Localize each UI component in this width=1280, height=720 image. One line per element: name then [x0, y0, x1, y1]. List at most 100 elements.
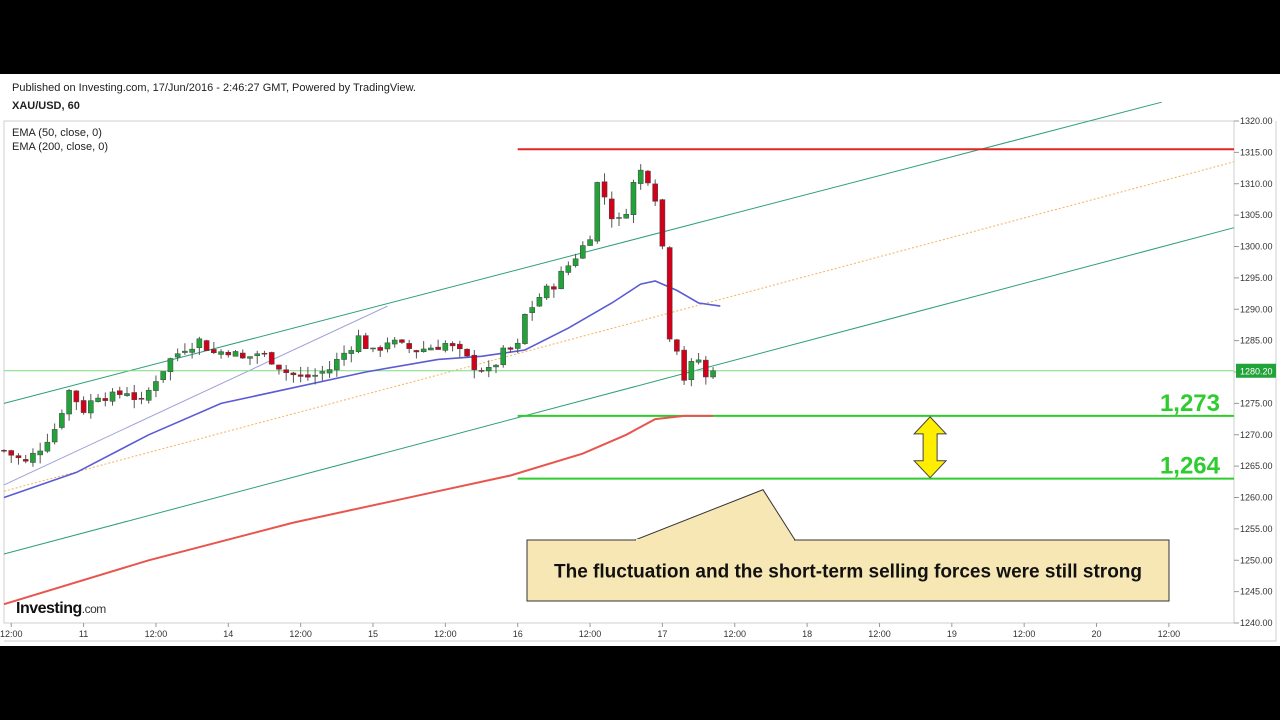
ytick-label: 1300.00 [1240, 242, 1273, 252]
candle-body [290, 372, 297, 376]
ytick-label: 1270.00 [1240, 430, 1273, 440]
channel-lower-line [3, 227, 1235, 555]
candle-body [558, 270, 564, 290]
candle-body [580, 245, 586, 259]
candle-body [587, 239, 593, 246]
range-double-arrow [912, 416, 948, 479]
candle-body [30, 452, 36, 463]
candle-body [189, 348, 195, 353]
candle-body [109, 391, 116, 402]
candle-body [131, 392, 138, 400]
candle-body [182, 350, 188, 353]
xtick-label: 19 [947, 629, 957, 639]
candle-body [254, 353, 261, 356]
last-price-tag [1236, 363, 1276, 378]
level-label-1264: 1,264 [1160, 453, 1221, 480]
candle-body [449, 343, 456, 347]
candle-body [276, 364, 282, 370]
ytick-label: 1275.00 [1240, 398, 1273, 408]
candle-body [384, 342, 391, 350]
symbol-label: XAU/USD, 60 [12, 100, 80, 112]
xtick-label: 12:00 [145, 629, 168, 639]
callout-pointer [634, 489, 796, 541]
candle-body [623, 214, 630, 219]
xtick-label: 16 [513, 629, 523, 639]
candle-body [391, 339, 398, 345]
candle-body [37, 450, 43, 456]
candle-body [543, 285, 550, 299]
candle-body [196, 338, 203, 348]
candle-body [355, 335, 362, 352]
candle-body [326, 369, 333, 374]
channel-middle-line [3, 161, 1235, 492]
candle-body [312, 374, 318, 377]
ytick-label: 1290.00 [1240, 304, 1273, 314]
candle-body [674, 339, 680, 352]
candle-body [572, 258, 579, 266]
candle-body [703, 359, 709, 378]
candle-body [536, 297, 543, 307]
candle-body [522, 314, 528, 344]
candle-body [145, 389, 152, 401]
candle-body [659, 199, 666, 247]
candle-body [22, 459, 29, 462]
candle-body [247, 356, 253, 359]
candle-body [630, 182, 637, 216]
candle-body [645, 170, 651, 184]
candle-body [710, 370, 716, 378]
legend-entry: EMA (50, close, 0) [12, 127, 102, 139]
xtick-label: 12:00 [868, 629, 891, 639]
ytick-label: 1260.00 [1240, 493, 1273, 503]
ytick-label: 1240.00 [1240, 618, 1273, 628]
candle-body [66, 390, 72, 415]
candle-body [51, 429, 58, 443]
ema50-line [3, 280, 721, 499]
candle-body [95, 397, 101, 402]
candle-body [399, 339, 405, 343]
candle-body [688, 361, 695, 380]
ytick-label: 1245.00 [1240, 587, 1273, 597]
candle-body [297, 374, 304, 377]
candle-body [174, 353, 181, 358]
ytick-label: 1255.00 [1240, 524, 1273, 534]
candle-body [362, 335, 369, 349]
xtick-label: 12:00 [579, 629, 602, 639]
candle-body [334, 359, 340, 371]
last-price-label: 1280.20 [1240, 367, 1273, 377]
candle-body [232, 351, 239, 357]
callout-box [526, 539, 1170, 602]
candle-body [529, 307, 535, 313]
ytick-label: 1250.00 [1240, 555, 1273, 565]
candle-body [471, 354, 478, 371]
candle-body [652, 183, 658, 202]
ytick-label: 1285.00 [1240, 336, 1273, 346]
candle-body [225, 351, 232, 356]
candle-body [420, 348, 427, 353]
price-chart[interactable]: 1240.00 1245.00 1250.00 1255.00 1260.00 1265.… [0, 74, 1280, 646]
published-info: Published on Investing.com, 17/Jun/2016 … [12, 82, 416, 94]
candle-body [406, 343, 412, 349]
candle-body [88, 400, 94, 414]
xtick-label: 15 [368, 629, 378, 639]
ytick-label: 1305.00 [1240, 210, 1273, 220]
xtick-label: 12:00 [723, 629, 746, 639]
candle-body [211, 349, 217, 354]
candle-body [348, 350, 355, 354]
chart-frame: Published on Investing.com, 17/Jun/2016 … [0, 74, 1280, 646]
candle-body [507, 347, 514, 350]
candle-body [138, 398, 145, 400]
xtick-label: 14 [223, 629, 233, 639]
candle-body [435, 346, 441, 350]
candle-body [413, 350, 420, 353]
candle-body [1, 449, 7, 452]
candle-body [666, 247, 673, 340]
candle-body [167, 358, 174, 372]
investing-logo: Investing.com [16, 600, 106, 617]
ema200-line [3, 414, 714, 606]
callout-text: The fluctuation and the short-term selli… [554, 562, 1142, 583]
candle-body [8, 450, 15, 456]
xtick-label: 12:00 [434, 629, 457, 639]
candle-body [485, 367, 492, 372]
small-trend-line [3, 305, 388, 486]
candle-body [239, 352, 246, 359]
